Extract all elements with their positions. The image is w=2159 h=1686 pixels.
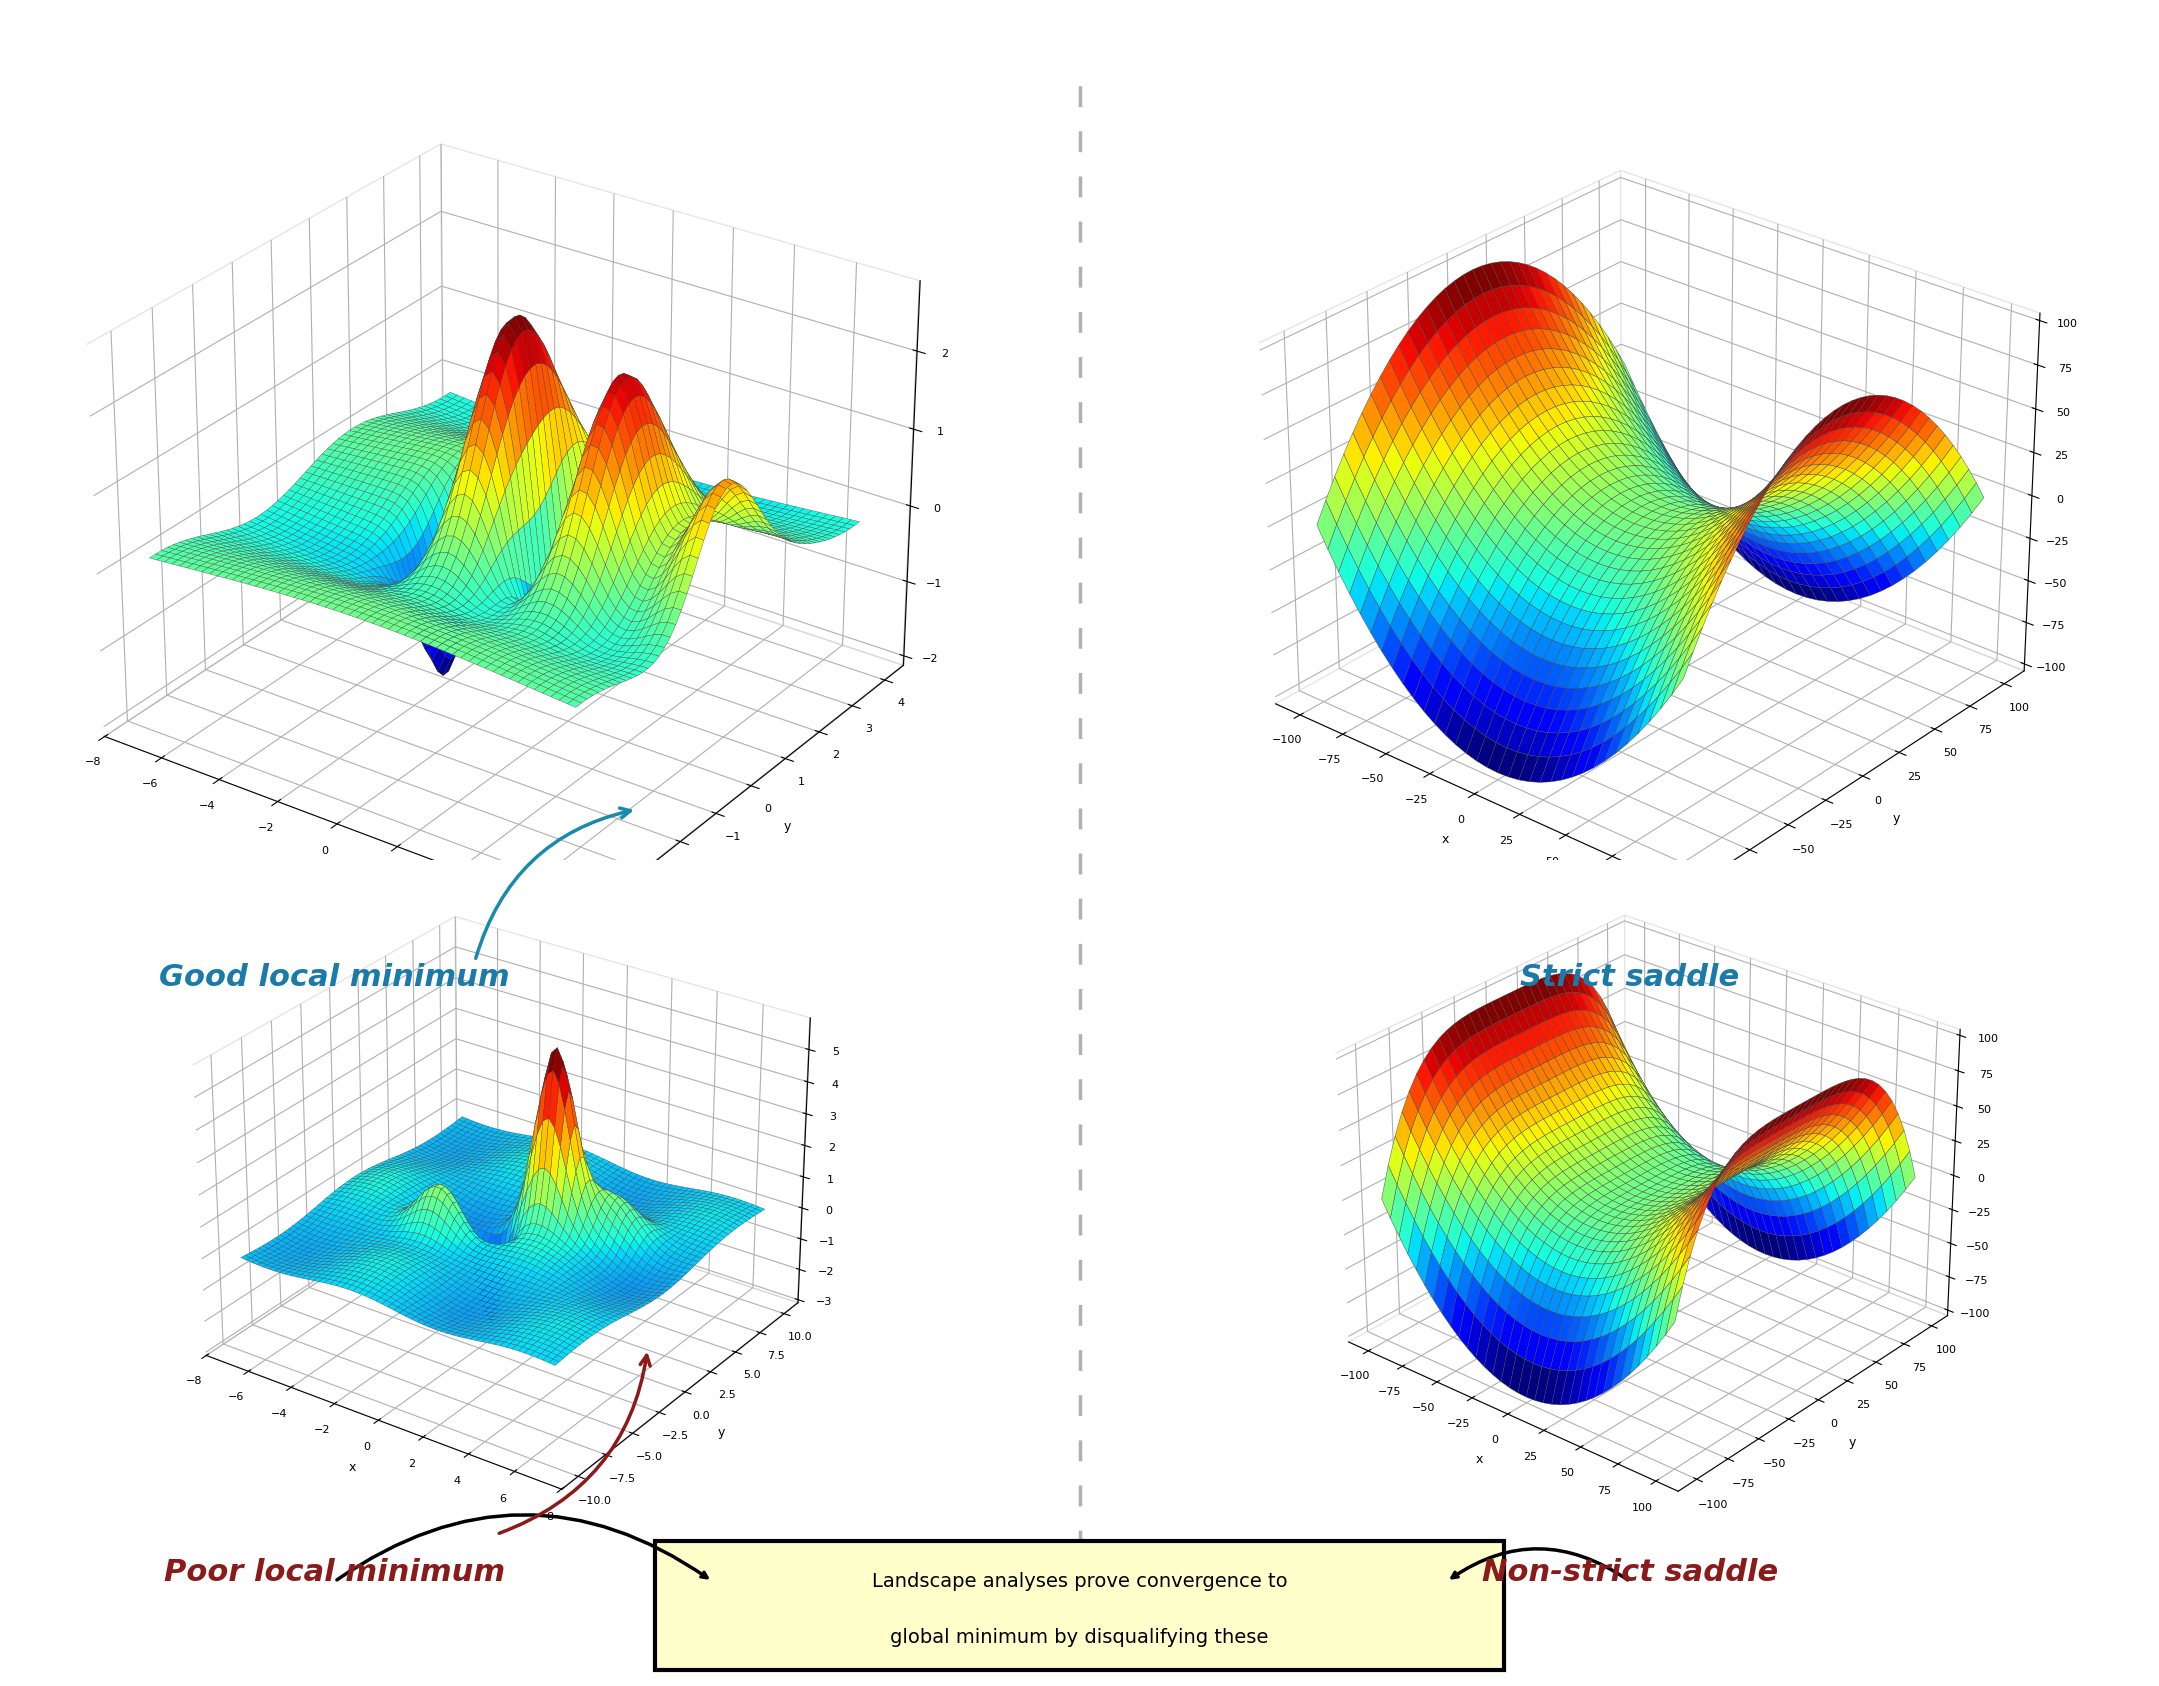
Y-axis label: y: y bbox=[1893, 813, 1900, 824]
X-axis label: x: x bbox=[350, 1460, 356, 1474]
Text: Landscape analyses prove convergence to: Landscape analyses prove convergence to bbox=[872, 1571, 1287, 1592]
Text: global minimum by disqualifying these: global minimum by disqualifying these bbox=[890, 1629, 1269, 1647]
Y-axis label: y: y bbox=[717, 1426, 725, 1440]
Text: Poor local minimum: Poor local minimum bbox=[164, 1558, 505, 1588]
X-axis label: x: x bbox=[307, 865, 315, 877]
Y-axis label: y: y bbox=[1848, 1436, 1857, 1448]
FancyBboxPatch shape bbox=[654, 1541, 1505, 1671]
X-axis label: x: x bbox=[1442, 833, 1449, 846]
Y-axis label: y: y bbox=[784, 819, 790, 833]
Text: Strict saddle: Strict saddle bbox=[1520, 963, 1740, 993]
Text: Good local minimum: Good local minimum bbox=[160, 963, 510, 993]
Text: Non-strict saddle: Non-strict saddle bbox=[1481, 1558, 1779, 1588]
X-axis label: x: x bbox=[1475, 1453, 1483, 1467]
